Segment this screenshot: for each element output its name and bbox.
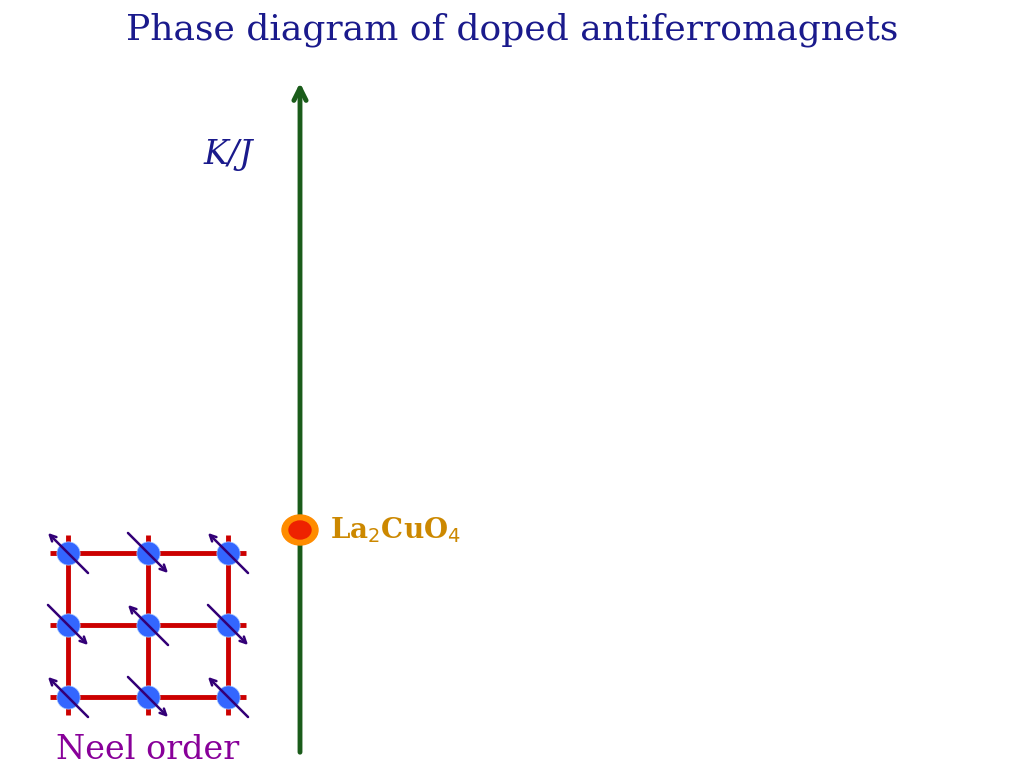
Point [140,691,157,703]
Text: La$_2$CuO$_4$: La$_2$CuO$_4$ [330,515,461,545]
Point [220,619,237,631]
Text: K/J: K/J [203,139,253,171]
Point [220,691,237,703]
Text: Phase diagram of doped antiferromagnets: Phase diagram of doped antiferromagnets [126,13,898,48]
Ellipse shape [289,521,311,539]
Ellipse shape [282,515,318,545]
Point [140,619,157,631]
Point [220,547,237,559]
Point [59,547,76,559]
Text: Neel order: Neel order [56,734,240,766]
Point [59,619,76,631]
Point [59,691,76,703]
Point [140,547,157,559]
